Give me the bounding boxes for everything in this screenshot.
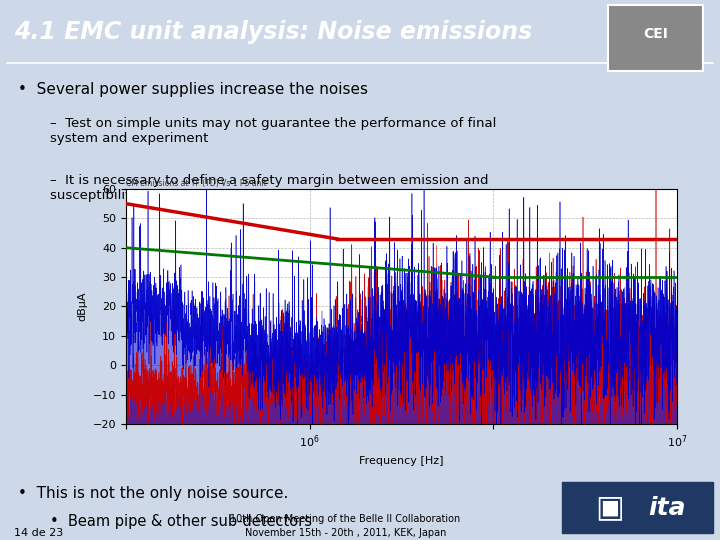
Text: CM emissions at TF (TD) Vs 1 PS unit: CM emissions at TF (TD) Vs 1 PS unit: [126, 179, 266, 188]
Text: 4.1 EMC unit analysis: Noise emissions: 4.1 EMC unit analysis: Noise emissions: [14, 21, 533, 44]
Text: –  It is necessary to define a safety margin between emission and
susceptibility: – It is necessary to define a safety mar…: [50, 174, 489, 202]
Text: •  This is not the only noise source.: • This is not the only noise source.: [18, 485, 289, 501]
Text: CEI: CEI: [643, 28, 667, 41]
Text: 14 de 23: 14 de 23: [14, 528, 63, 538]
Text: PS2  (1 unit Vs 50 units): PS2 (1 unit Vs 50 units): [428, 231, 599, 244]
Text: 10th Open Meeting of the Belle II Collaboration
November 15th - 20th , 2011, KEK: 10th Open Meeting of the Belle II Collab…: [230, 515, 461, 538]
Text: •  Several power supplies increase the noises: • Several power supplies increase the no…: [18, 82, 368, 97]
Text: ita: ita: [649, 496, 686, 519]
Text: •  Beam pipe & other sub-detectors: • Beam pipe & other sub-detectors: [50, 514, 312, 529]
X-axis label: Frequency [Hz]: Frequency [Hz]: [359, 456, 444, 466]
Y-axis label: dBµA: dBµA: [77, 292, 87, 321]
FancyBboxPatch shape: [608, 5, 703, 71]
FancyBboxPatch shape: [562, 482, 713, 533]
Text: ▣: ▣: [595, 493, 624, 522]
Text: –  Test on simple units may not guarantee the performance of final
system and ex: – Test on simple units may not guarantee…: [50, 117, 497, 145]
